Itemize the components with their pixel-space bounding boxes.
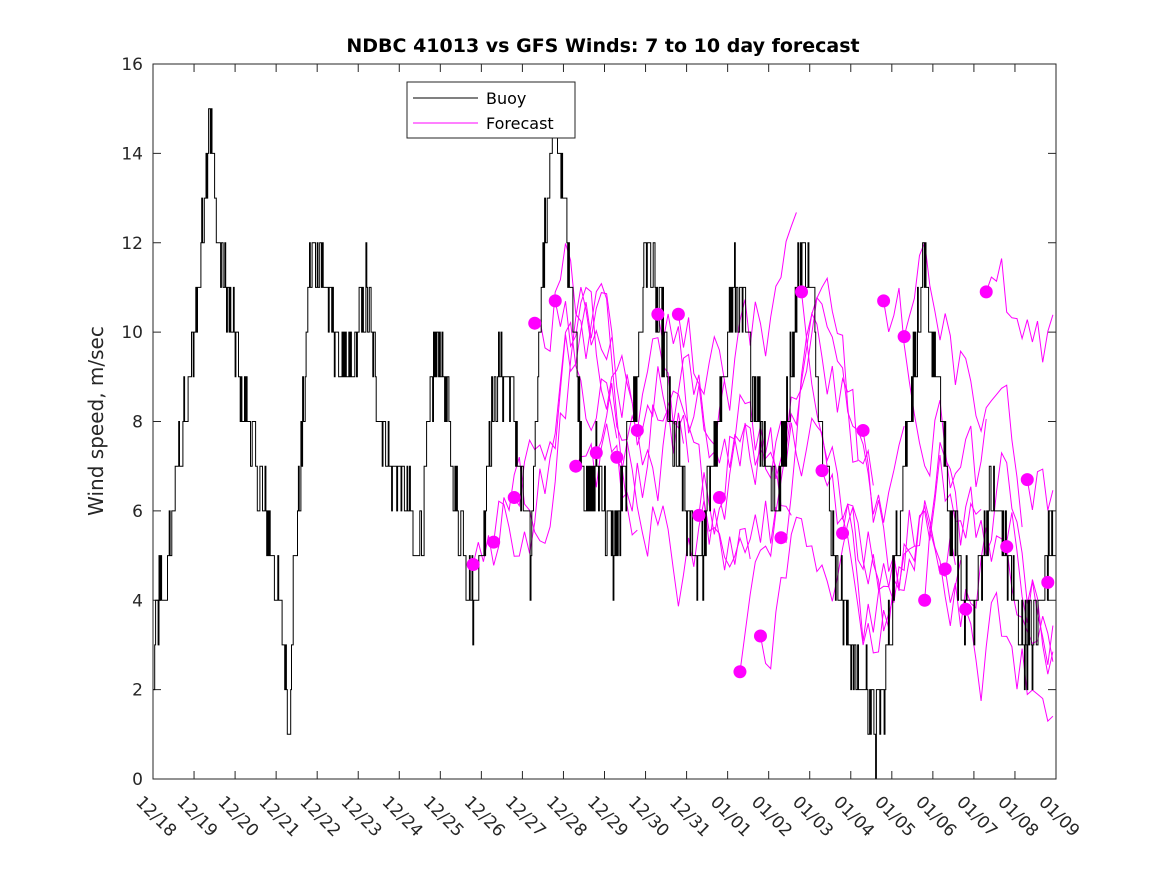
y-axis-label: Wind speed, m/sec xyxy=(84,326,108,516)
forecast-point xyxy=(1041,575,1055,589)
y-tick-label: 4 xyxy=(132,591,143,611)
forecast-point xyxy=(856,423,870,437)
y-tick-label: 16 xyxy=(121,55,143,75)
forecast-point xyxy=(487,535,501,549)
y-tick-label: 0 xyxy=(132,770,143,790)
forecast-point xyxy=(774,531,788,545)
forecast-point xyxy=(610,450,624,464)
forecast-point xyxy=(979,285,993,299)
legend: Buoy Forecast xyxy=(406,81,576,139)
forecast-markers xyxy=(466,285,1055,679)
forecast-series-line xyxy=(616,441,751,607)
forecast-series-line xyxy=(862,430,982,591)
y-tick-label: 14 xyxy=(121,144,143,164)
legend-box xyxy=(406,81,576,139)
forecast-series-line xyxy=(575,404,684,512)
y-tick-label: 12 xyxy=(121,234,143,254)
forecast-point xyxy=(877,294,891,308)
forecast-point xyxy=(466,558,480,571)
forecast-point xyxy=(938,562,952,576)
y-tick-label: 6 xyxy=(132,502,143,522)
y-tick-label: 8 xyxy=(132,413,143,433)
forecast-series-line xyxy=(1026,468,1054,511)
forecast-point xyxy=(836,526,850,540)
forecast-point xyxy=(918,593,932,607)
forecast-point xyxy=(897,330,911,344)
forecast-series-line xyxy=(657,212,797,434)
forecast-series-line xyxy=(718,276,859,520)
forecast-point xyxy=(671,307,685,321)
forecast-series-line xyxy=(985,258,1054,363)
forecast-series-line xyxy=(595,337,726,459)
buoy-series-line xyxy=(153,108,1057,780)
legend-buoy-label: Buoy xyxy=(486,89,526,108)
y-tick-labels: 0 2 4 6 8 10 12 14 16 xyxy=(121,55,143,790)
forecast-point xyxy=(733,665,747,679)
forecast-point xyxy=(815,464,829,478)
forecast-series-line xyxy=(760,507,895,670)
forecast-series-line xyxy=(493,321,618,557)
forecast-point xyxy=(507,490,521,504)
forecast-point xyxy=(1000,540,1014,554)
forecast-point xyxy=(795,285,809,299)
forecast-series-line xyxy=(739,311,874,672)
y-tick-label: 10 xyxy=(121,323,143,343)
forecast-point xyxy=(548,294,562,308)
forecast-series-line xyxy=(472,286,613,566)
forecast-series-line xyxy=(883,287,987,489)
forecast-point xyxy=(569,459,583,473)
forecast-series-line xyxy=(780,296,905,544)
forecast-point xyxy=(589,446,603,460)
buoy-line-group xyxy=(153,108,1057,780)
plot-frame xyxy=(152,63,1057,780)
y-tick-label: 2 xyxy=(132,681,143,701)
forecast-point xyxy=(630,423,644,437)
forecast-series-line xyxy=(534,243,638,536)
forecast-series-line xyxy=(801,291,915,603)
forecast-series-line xyxy=(965,591,1054,723)
axis-ticks xyxy=(152,63,1057,780)
forecast-point xyxy=(753,629,767,643)
forecast-point xyxy=(528,316,542,330)
forecast-point xyxy=(959,602,973,616)
forecast-series-line xyxy=(677,314,792,516)
chart-title: NDBC 41013 vs GFS Winds: 7 to 10 day for… xyxy=(346,35,859,57)
legend-forecast-label: Forecast xyxy=(486,114,554,133)
forecast-point xyxy=(692,508,706,522)
forecast-series-line xyxy=(513,292,633,508)
forecast-point xyxy=(712,490,726,504)
forecast-point xyxy=(651,307,665,321)
forecast-point xyxy=(1020,473,1034,487)
